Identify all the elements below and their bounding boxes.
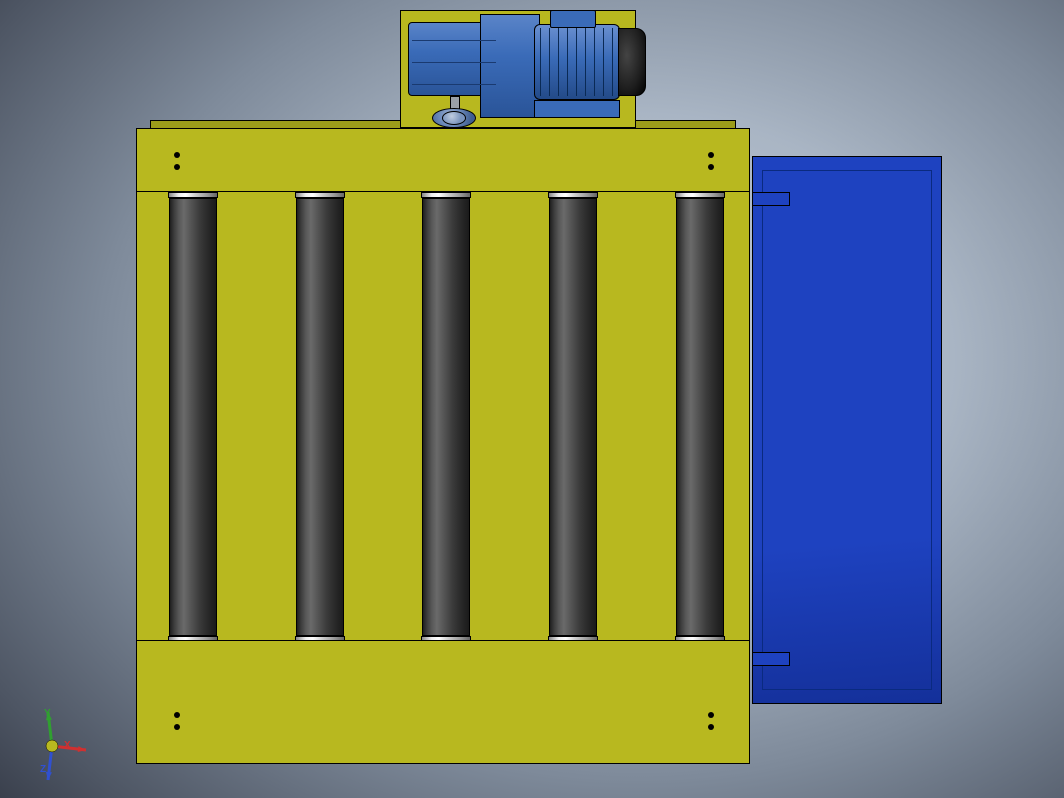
motor-fin xyxy=(585,28,586,96)
cad-viewport[interactable]: X Y Z xyxy=(0,0,1064,798)
motor-fin xyxy=(576,28,577,96)
motor-terminal-box xyxy=(550,10,596,28)
frame-top-rail xyxy=(136,128,750,192)
bolt-hole xyxy=(174,164,180,170)
roller-2 xyxy=(296,198,344,636)
motor-fin xyxy=(549,28,550,96)
roller-4-cap-top xyxy=(548,192,598,198)
bolt-hole xyxy=(708,712,714,718)
roller-1-cap-top xyxy=(168,192,218,198)
bolt-hole xyxy=(708,724,714,730)
gearbox-adapter xyxy=(480,14,540,118)
side-panel-inner xyxy=(762,170,932,690)
bolt-hole xyxy=(174,712,180,718)
motor-body xyxy=(534,24,620,100)
roller-1 xyxy=(169,198,217,636)
motor-fin xyxy=(558,28,559,96)
bolt-hole xyxy=(174,152,180,158)
roller-2-cap-top xyxy=(295,192,345,198)
motor-fin xyxy=(594,28,595,96)
motor-fin xyxy=(567,28,568,96)
roller-5-cap-top xyxy=(675,192,725,198)
roller-3 xyxy=(422,198,470,636)
motor-flange-hub xyxy=(442,111,466,125)
motor-fin xyxy=(540,28,541,96)
bolt-hole xyxy=(708,164,714,170)
roller-5 xyxy=(676,198,724,636)
roller-4 xyxy=(549,198,597,636)
roller-3-cap-top xyxy=(421,192,471,198)
side-bracket-top xyxy=(752,192,790,206)
axis-z-label: Z xyxy=(40,764,46,775)
side-bracket-bottom xyxy=(752,652,790,666)
motor-fin xyxy=(612,28,613,96)
view-triad[interactable]: X Y Z xyxy=(22,716,82,776)
bolt-hole xyxy=(174,724,180,730)
motor-fan-cover xyxy=(618,28,646,96)
motor-foot xyxy=(534,100,620,118)
frame-bottom-rail xyxy=(136,640,750,764)
axis-y-label: Y xyxy=(44,708,51,719)
motor-fin xyxy=(603,28,604,96)
axis-x-label: X xyxy=(64,740,71,751)
bolt-hole xyxy=(708,152,714,158)
